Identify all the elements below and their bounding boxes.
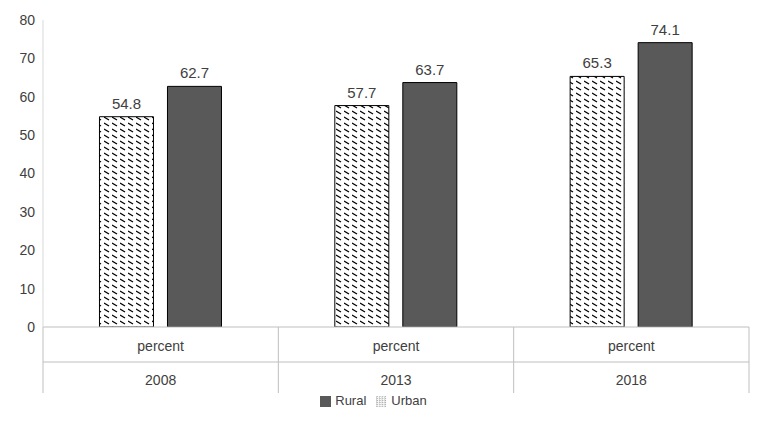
svg-text:57.7: 57.7 (347, 84, 376, 101)
svg-text:percent: percent (373, 338, 420, 354)
svg-text:80: 80 (19, 12, 35, 28)
svg-text:62.7: 62.7 (180, 64, 209, 81)
svg-text:50: 50 (19, 127, 35, 143)
svg-text:20: 20 (19, 242, 35, 258)
svg-text:65.3: 65.3 (583, 54, 612, 71)
svg-text:percent: percent (608, 338, 655, 354)
svg-text:10: 10 (19, 281, 35, 297)
svg-text:60: 60 (19, 89, 35, 105)
svg-text:74.1: 74.1 (651, 21, 680, 38)
svg-text:2018: 2018 (616, 372, 647, 388)
svg-text:0: 0 (27, 319, 35, 335)
svg-text:percent: percent (137, 338, 184, 354)
html-text:Rural: Rural (335, 393, 367, 408)
svg-text:2008: 2008 (145, 372, 176, 388)
html-text:Urban: Urban (391, 393, 427, 408)
svg-text:2013: 2013 (380, 372, 411, 388)
svg-text:40: 40 (19, 165, 35, 181)
svg-text:70: 70 (19, 50, 35, 66)
svg-text:54.8: 54.8 (112, 95, 141, 112)
svg-text:30: 30 (19, 204, 35, 220)
svg-text:63.7: 63.7 (415, 61, 444, 78)
